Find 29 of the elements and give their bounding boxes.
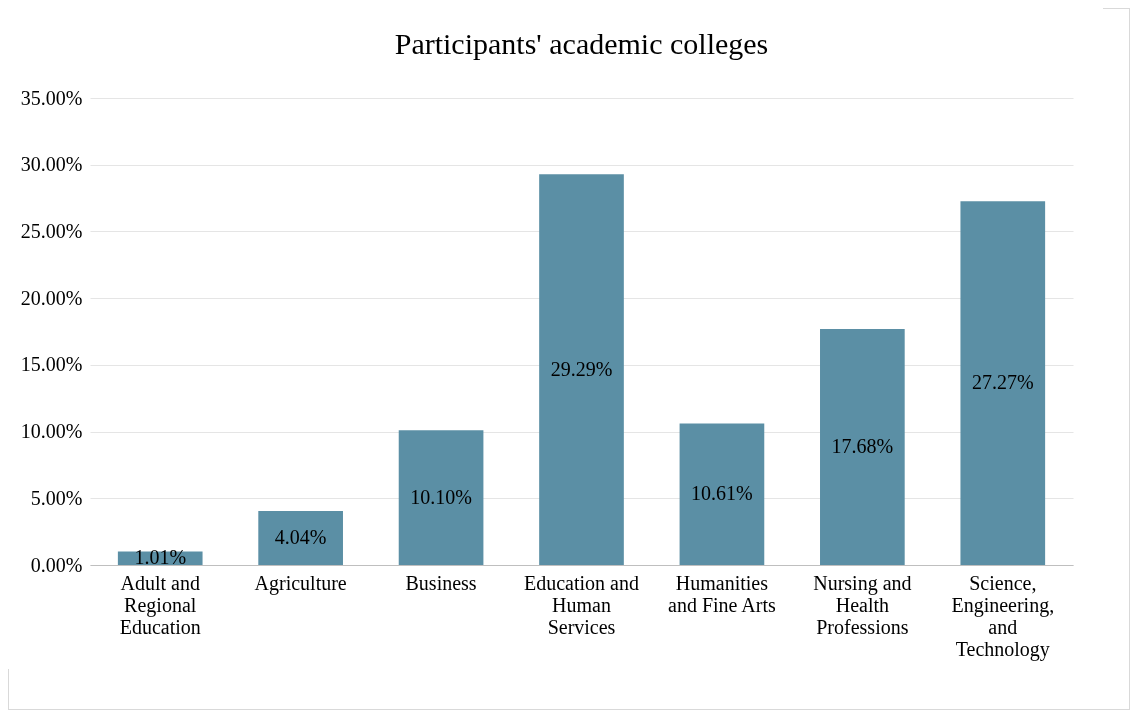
y-tick-label: 30.00% <box>20 153 83 176</box>
data-label: 1.01% <box>134 546 187 569</box>
x-tick-label: Humanities and Fine Arts <box>668 571 777 616</box>
x-tick-label: Agriculture <box>254 571 347 595</box>
x-tick-label: Adult and Regional Education <box>119 571 201 638</box>
data-label: 10.10% <box>410 485 472 508</box>
x-tick-label: Science, Engineering, and Technology <box>951 571 1055 661</box>
y-tick-label: 15.00% <box>20 353 83 376</box>
chart-title: Participants' academic colleges <box>394 27 769 60</box>
bar <box>398 430 484 565</box>
bar <box>960 201 1046 565</box>
data-label: 17.68% <box>831 435 894 458</box>
y-tick-label: 20.00% <box>20 286 83 309</box>
bar <box>539 174 624 565</box>
x-tick-label: Education and Human Services <box>524 571 639 638</box>
y-tick-label: 10.00% <box>20 420 83 443</box>
data-label: 27.27% <box>971 371 1034 394</box>
x-tick-label: Business <box>405 571 477 594</box>
bar <box>258 511 343 565</box>
x-tick-label: Nursing and Health Professions <box>813 571 912 638</box>
y-tick-label: 25.00% <box>20 219 83 242</box>
y-tick-label: 0.00% <box>30 553 83 576</box>
data-label: 29.29% <box>550 357 613 380</box>
y-tick-label: 5.00% <box>30 486 83 509</box>
bar <box>679 423 765 565</box>
y-tick-label: 35.00% <box>20 86 83 109</box>
bar <box>820 329 905 565</box>
data-label: 4.04% <box>274 526 327 549</box>
data-label: 10.61% <box>691 482 753 505</box>
